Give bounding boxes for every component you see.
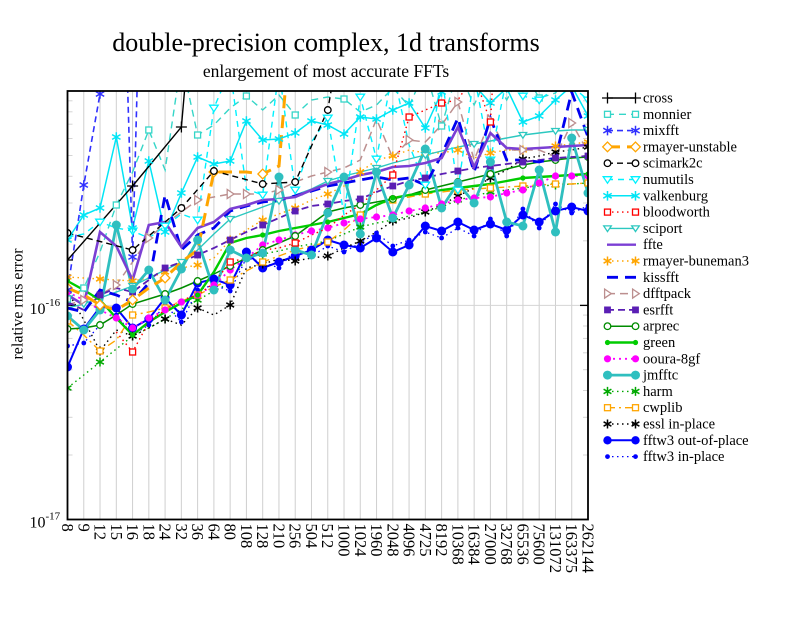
svg-text:80: 80 bbox=[221, 524, 240, 541]
svg-text:36: 36 bbox=[188, 524, 207, 541]
svg-text:sciport: sciport bbox=[643, 221, 682, 237]
svg-text:numutils: numutils bbox=[643, 172, 694, 188]
svg-text:green: green bbox=[643, 335, 676, 351]
svg-text:jmfftc: jmfftc bbox=[642, 368, 678, 384]
svg-text:512: 512 bbox=[318, 524, 337, 549]
svg-text:15: 15 bbox=[107, 524, 126, 541]
svg-text:valkenburg: valkenburg bbox=[643, 188, 708, 204]
svg-text:fftw3 out-of-place: fftw3 out-of-place bbox=[643, 433, 749, 449]
svg-text:32: 32 bbox=[172, 524, 191, 541]
svg-text:4725: 4725 bbox=[416, 524, 435, 557]
svg-text:cwplib: cwplib bbox=[643, 400, 682, 416]
svg-text:8192: 8192 bbox=[432, 524, 451, 557]
svg-text:64: 64 bbox=[204, 524, 223, 541]
svg-text:256: 256 bbox=[286, 524, 305, 549]
svg-text:108: 108 bbox=[237, 524, 256, 549]
svg-text:1960: 1960 bbox=[367, 524, 386, 557]
svg-text:rmayer-unstable: rmayer-unstable bbox=[643, 139, 737, 155]
svg-text:mixfft: mixfft bbox=[643, 123, 679, 139]
svg-text:1024: 1024 bbox=[351, 524, 370, 557]
svg-text:4096: 4096 bbox=[400, 524, 419, 557]
svg-text:double-precision complex, 1d t: double-precision complex, 1d transforms bbox=[112, 28, 539, 57]
svg-text:163375: 163375 bbox=[562, 524, 581, 574]
svg-text:ffte: ffte bbox=[643, 237, 663, 253]
svg-text:ooura-8gf: ooura-8gf bbox=[643, 351, 700, 367]
svg-text:enlargement of most accurate F: enlargement of most accurate FFTs bbox=[203, 61, 449, 81]
svg-text:65536: 65536 bbox=[513, 524, 532, 565]
svg-text:2048: 2048 bbox=[383, 524, 402, 557]
svg-text:scimark2c: scimark2c bbox=[643, 156, 703, 172]
svg-text:esrfft: esrfft bbox=[643, 302, 673, 318]
svg-text:24: 24 bbox=[156, 524, 175, 541]
svg-text:essl in-place: essl in-place bbox=[643, 417, 715, 433]
svg-text:12: 12 bbox=[91, 524, 110, 541]
svg-text:relative rms error: relative rms error bbox=[10, 248, 27, 360]
svg-text:cross: cross bbox=[643, 91, 673, 107]
svg-text:bloodworth: bloodworth bbox=[643, 205, 711, 221]
svg-text:monnier: monnier bbox=[643, 107, 691, 123]
svg-text:210: 210 bbox=[270, 524, 289, 549]
svg-text:dfftpack: dfftpack bbox=[643, 286, 692, 302]
svg-text:504: 504 bbox=[302, 524, 321, 549]
svg-text:9: 9 bbox=[74, 524, 93, 532]
svg-text:1000: 1000 bbox=[335, 524, 354, 557]
svg-text:16384: 16384 bbox=[465, 524, 484, 565]
svg-text:262144: 262144 bbox=[579, 524, 598, 574]
svg-text:10368: 10368 bbox=[448, 524, 467, 565]
svg-text:27000: 27000 bbox=[481, 524, 500, 565]
svg-text:rmayer-buneman3: rmayer-buneman3 bbox=[643, 254, 749, 270]
svg-text:arprec: arprec bbox=[643, 319, 679, 335]
svg-text:16: 16 bbox=[123, 524, 142, 541]
svg-text:75600: 75600 bbox=[530, 524, 549, 565]
svg-text:fftw3 in-place: fftw3 in-place bbox=[643, 449, 724, 465]
svg-text:32768: 32768 bbox=[497, 524, 516, 565]
svg-text:131072: 131072 bbox=[546, 524, 565, 574]
svg-text:kissfft: kissfft bbox=[643, 270, 679, 286]
svg-text:18: 18 bbox=[139, 524, 158, 541]
svg-text:128: 128 bbox=[253, 524, 272, 549]
svg-text:harm: harm bbox=[643, 384, 674, 400]
svg-text:8: 8 bbox=[58, 524, 77, 532]
